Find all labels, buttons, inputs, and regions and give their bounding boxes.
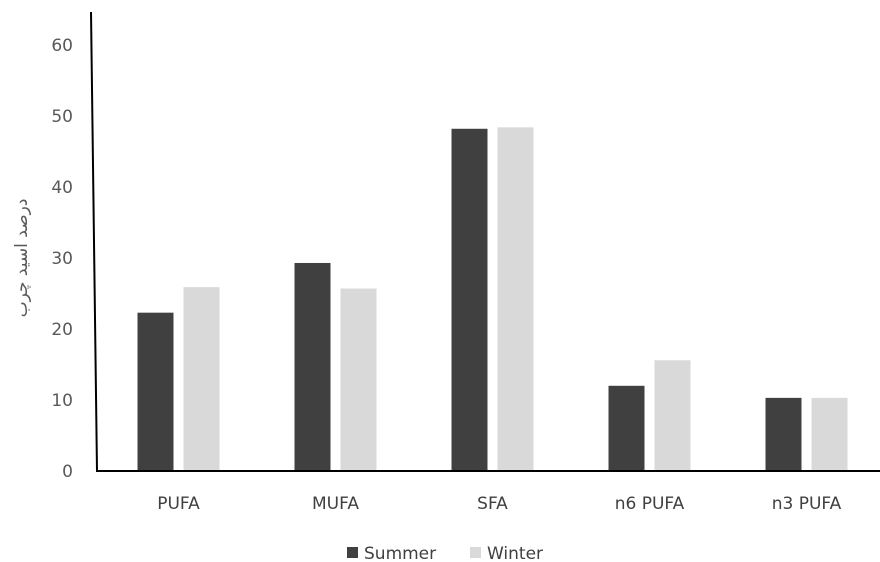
legend-swatch-summer	[347, 547, 358, 558]
y-tick-label-2: 20	[51, 320, 73, 340]
x-tick-label-0: PUFA	[157, 494, 200, 514]
category-labels: PUFA MUFA SFA n6 PUFA n3 PUFA	[157, 494, 841, 514]
y-tick-label-6: 60	[51, 36, 73, 56]
y-tick-label-1: 10	[51, 391, 73, 411]
x-tick-label-4: n3 PUFA	[772, 494, 842, 514]
y-axis-line	[91, 12, 97, 471]
legend-label-winter: Winter	[487, 544, 543, 562]
bar-summer-3	[609, 386, 645, 471]
y-axis-ticks: 0 10 20 30 40 50 60	[51, 36, 73, 482]
bar-winter-3	[655, 360, 691, 471]
legend-label-summer: Summer	[364, 544, 436, 562]
y-tick-label-5: 50	[51, 107, 73, 127]
y-axis-label: درصد اسید چرب	[12, 199, 32, 318]
legend-swatch-winter	[470, 547, 481, 558]
y-tick-label-4: 40	[51, 178, 73, 198]
bar-summer-4	[766, 398, 802, 471]
bar-summer-0	[138, 313, 174, 471]
bar-summer-2	[452, 129, 488, 471]
bar-winter-2	[498, 127, 534, 471]
bar-winter-0	[184, 287, 220, 471]
legend: Summer Winter	[347, 544, 543, 562]
bars	[138, 127, 848, 471]
bar-winter-4	[812, 398, 848, 471]
bar-winter-1	[341, 289, 377, 471]
y-tick-label-3: 30	[51, 249, 73, 269]
x-tick-label-2: SFA	[477, 494, 508, 514]
x-tick-label-1: MUFA	[312, 494, 359, 514]
y-tick-label-0: 0	[62, 462, 73, 482]
x-tick-label-3: n6 PUFA	[615, 494, 685, 514]
bar-summer-1	[295, 263, 331, 471]
